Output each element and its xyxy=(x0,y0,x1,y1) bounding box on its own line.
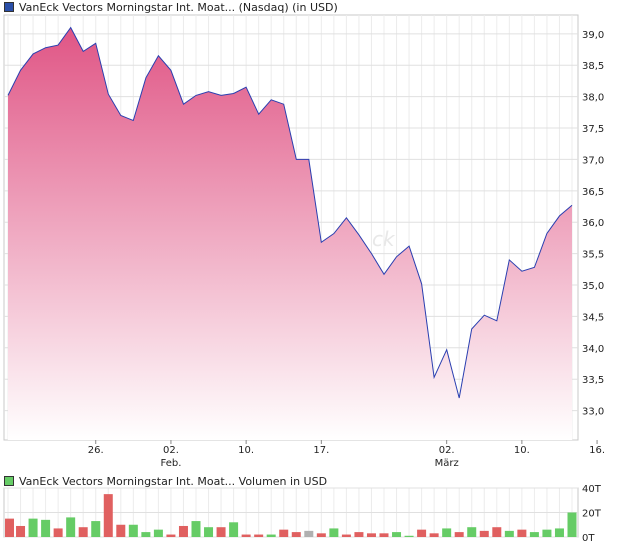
volume-bar xyxy=(103,494,113,537)
volume-bar xyxy=(41,519,51,537)
volume-bar xyxy=(166,534,176,537)
price-y-tick-label: 38,0 xyxy=(582,93,604,104)
volume-bar xyxy=(366,533,376,537)
price-x-tick-label: 10. xyxy=(514,445,530,456)
price-y-tick-label: 35,5 xyxy=(582,250,604,261)
volume-legend-swatch xyxy=(4,476,14,486)
price-y-tick-label: 35,0 xyxy=(582,281,604,292)
volume-y-tick-label: 20T xyxy=(582,509,602,520)
volume-bar xyxy=(454,532,464,537)
volume-bar xyxy=(66,517,76,537)
volume-bar xyxy=(429,533,439,537)
volume-bar xyxy=(316,533,326,537)
volume-bar xyxy=(392,532,402,537)
volume-bar xyxy=(91,521,101,537)
price-x-tick-label: 17. xyxy=(313,445,329,456)
volume-bar xyxy=(16,525,26,537)
volume-bar xyxy=(229,522,239,537)
volume-bar xyxy=(266,534,276,537)
volume-bar xyxy=(517,529,527,537)
volume-bar xyxy=(153,529,163,537)
volume-legend: VanEck Vectors Morningstar Int. Moat... … xyxy=(4,474,327,488)
price-y-tick-label: 36,0 xyxy=(582,218,604,229)
volume-bar xyxy=(254,534,264,537)
volume-bar xyxy=(291,532,301,537)
volume-bar xyxy=(5,518,14,537)
volume-bar xyxy=(128,524,138,537)
volume-y-axis: 40T 20T 0T xyxy=(582,484,602,544)
volume-bar xyxy=(542,529,552,537)
volume-bar xyxy=(504,530,514,537)
volume-bar xyxy=(467,527,477,537)
volume-bar xyxy=(241,534,251,537)
volume-bar xyxy=(417,529,427,537)
volume-bar xyxy=(304,530,314,537)
volume-bar xyxy=(341,534,351,537)
price-y-axis: 39,0 38,5 38,0 37,5 37,0 36,5 36,0 35,5 35,0 34,5… xyxy=(582,30,604,418)
volume-bar xyxy=(529,532,539,537)
volume-bar xyxy=(141,532,151,537)
price-area xyxy=(8,27,572,440)
volume-bar xyxy=(404,535,414,537)
price-y-tick-label: 36,5 xyxy=(582,187,604,198)
price-line xyxy=(7,26,573,399)
watermark-text: ck xyxy=(372,227,396,251)
volume-bar xyxy=(279,529,289,537)
volume-bar xyxy=(28,518,38,537)
price-y-tick-label: 33,0 xyxy=(582,407,604,418)
price-x-tick-label: 02. xyxy=(439,445,455,456)
price-x-month-label: Feb. xyxy=(160,458,181,469)
price-y-tick-label: 34,5 xyxy=(582,312,604,323)
volume-bars xyxy=(5,494,577,537)
volume-bar xyxy=(53,528,63,537)
price-legend: VanEck Vectors Morningstar Int. Moat... … xyxy=(4,0,338,14)
price-y-tick-label: 37,5 xyxy=(582,124,604,135)
volume-bar xyxy=(492,527,502,537)
volume-bar xyxy=(204,527,214,537)
price-x-tick-label: 26. xyxy=(88,445,104,456)
volume-bar xyxy=(329,528,339,537)
price-legend-swatch xyxy=(4,2,14,12)
volume-bar xyxy=(216,527,226,537)
volume-bar xyxy=(78,527,88,537)
volume-legend-label: VanEck Vectors Morningstar Int. Moat... … xyxy=(19,474,328,488)
volume-bar xyxy=(116,524,126,537)
price-x-tick-label: 16. xyxy=(589,445,605,456)
volume-bar xyxy=(379,533,389,537)
volume-bar xyxy=(178,525,188,537)
volume-y-tick-label: 40T xyxy=(582,484,602,495)
price-x-month-label: März xyxy=(435,458,459,469)
price-y-tick-label: 38,5 xyxy=(582,61,604,72)
volume-y-tick-label: 0T xyxy=(582,533,595,544)
volume-bar xyxy=(554,528,564,537)
price-x-tick-label: 02. xyxy=(163,445,179,456)
price-y-tick-label: 33,5 xyxy=(582,375,604,386)
volume-bar xyxy=(479,530,489,537)
volume-bar xyxy=(354,532,364,537)
volume-grid xyxy=(3,487,579,538)
price-x-tick-label: 10. xyxy=(238,445,254,456)
price-y-tick-label: 37,0 xyxy=(582,155,604,166)
volume-bar xyxy=(191,521,201,537)
price-legend-label: VanEck Vectors Morningstar Int. Moat... … xyxy=(19,0,338,14)
volume-bar xyxy=(442,528,452,537)
price-y-tick-label: 34,0 xyxy=(582,344,604,355)
volume-bar xyxy=(567,512,577,537)
price-y-tick-label: 39,0 xyxy=(582,30,604,41)
